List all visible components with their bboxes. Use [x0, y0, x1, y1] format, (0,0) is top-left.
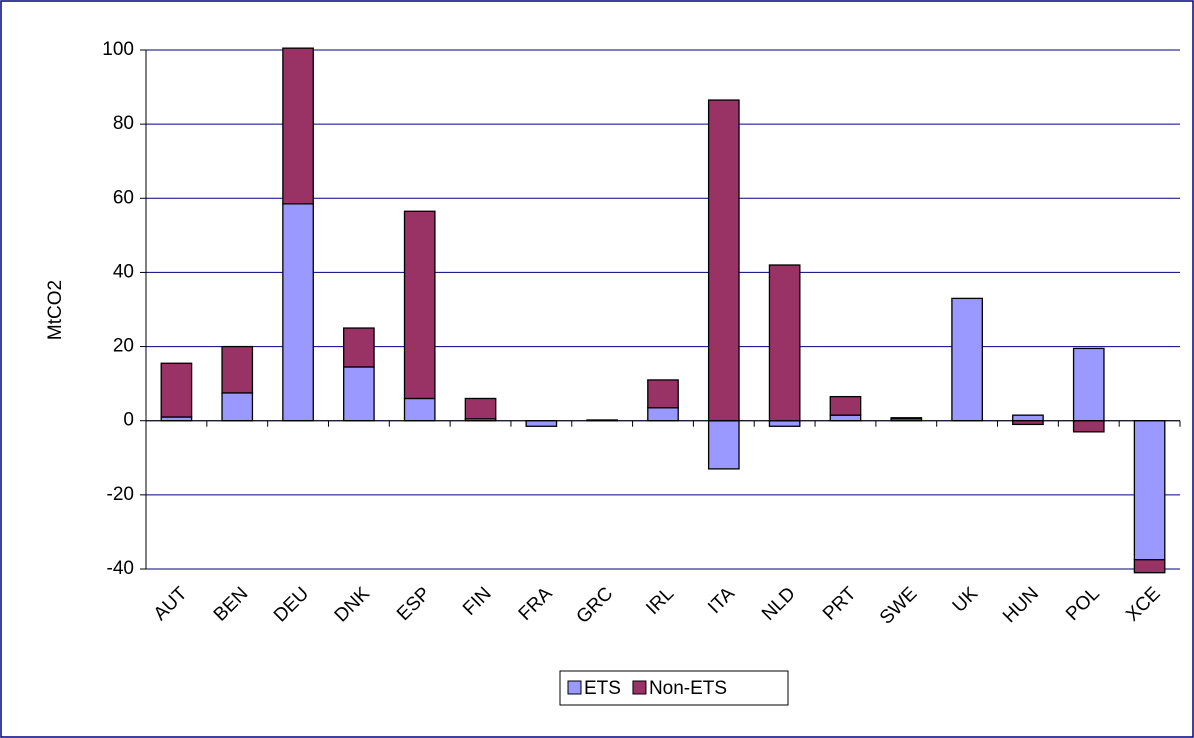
legend-swatch — [632, 680, 647, 695]
y-tick-label: 0 — [123, 410, 134, 431]
y-axis-label: MtCO2 — [45, 280, 66, 340]
y-tick-label: 100 — [102, 39, 134, 60]
legend-box — [559, 670, 789, 706]
bar — [160, 362, 193, 418]
bar — [1072, 347, 1105, 422]
bar — [647, 379, 679, 409]
bar — [768, 420, 801, 427]
bar — [768, 264, 801, 422]
bar — [221, 345, 254, 394]
bar — [647, 407, 679, 422]
bar — [829, 414, 862, 422]
bar — [221, 392, 254, 422]
legend-swatch — [567, 680, 582, 695]
bar — [1012, 414, 1044, 422]
bar — [282, 47, 314, 205]
bar — [1133, 559, 1166, 574]
bar — [951, 297, 983, 422]
bar — [343, 366, 375, 422]
bar — [403, 397, 436, 422]
y-tick-label: 40 — [113, 261, 134, 282]
bar — [464, 397, 497, 420]
bar — [1072, 420, 1105, 433]
bar — [525, 420, 558, 427]
y-tick-label: 80 — [113, 113, 134, 134]
y-tick-label: 60 — [113, 187, 134, 208]
bar — [707, 420, 740, 470]
y-tick-label: 20 — [113, 336, 134, 357]
bar — [282, 203, 314, 422]
legend-label: ETS — [584, 678, 621, 699]
bar — [1012, 420, 1044, 426]
y-tick-label: -20 — [107, 484, 134, 505]
bar — [829, 395, 862, 416]
bar — [707, 99, 740, 422]
bar — [890, 417, 923, 420]
y-tick-label: -40 — [107, 558, 134, 579]
bar — [403, 210, 436, 400]
bar — [343, 327, 375, 368]
bar — [1133, 420, 1166, 561]
legend-label: Non-ETS — [649, 678, 727, 699]
